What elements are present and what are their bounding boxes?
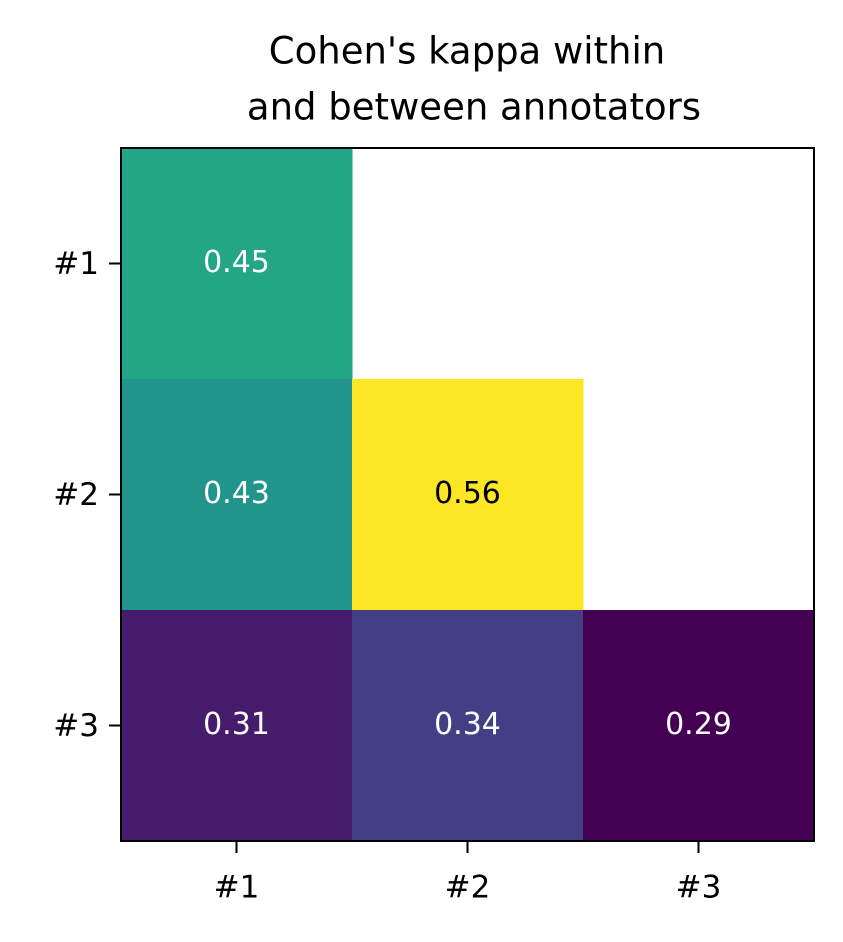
cell-label: 0.45: [203, 245, 270, 280]
heatmap-cell: [352, 610, 584, 842]
heatmap-cell: [583, 610, 815, 842]
heatmap-cell: [121, 148, 353, 380]
cell-label: 0.29: [665, 707, 732, 742]
cell-label: 0.43: [203, 476, 270, 511]
heatmap-cell: [121, 610, 353, 842]
y-tick-label: #1: [53, 246, 99, 282]
heatmap-cell: [121, 379, 353, 611]
heatmap-cell: [352, 379, 584, 611]
cell-label: 0.56: [434, 476, 501, 511]
x-tick-label: #2: [445, 870, 491, 906]
x-tick-label: #3: [676, 870, 722, 906]
cell-label: 0.31: [203, 707, 270, 742]
x-tick-label: #1: [214, 870, 260, 906]
chart-title: Cohen's kappa within: [269, 30, 665, 73]
cell-label: 0.34: [434, 707, 501, 742]
chart-title: and between annotators: [247, 86, 701, 129]
y-tick-label: #3: [53, 708, 99, 744]
y-tick-label: #2: [53, 477, 99, 513]
